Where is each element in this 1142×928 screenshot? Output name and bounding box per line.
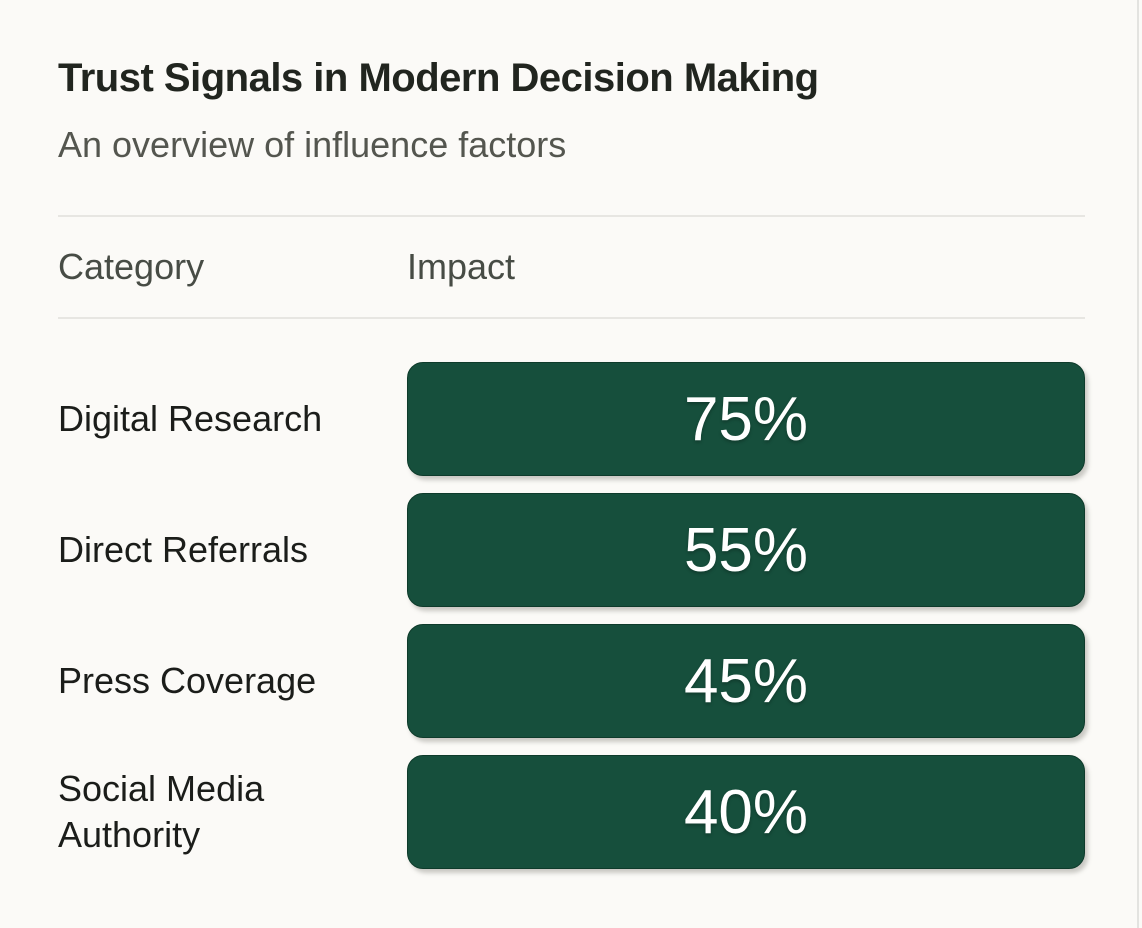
impact-bar: 75%: [407, 362, 1085, 476]
impact-bar: 45%: [407, 624, 1085, 738]
column-header-impact: Impact: [407, 246, 516, 287]
page-subtitle: An overview of influence factors: [58, 124, 567, 165]
table-row: Social Media Authority 40%: [58, 755, 1085, 869]
impact-value: 40%: [683, 777, 809, 847]
impact-bar: 55%: [407, 493, 1085, 607]
table-row: Direct Referrals 55%: [58, 493, 1085, 607]
right-edge-border: [1137, 0, 1139, 928]
content-area: Trust Signals in Modern Decision Making …: [58, 56, 1085, 869]
table-row: Press Coverage 45%: [58, 624, 1085, 738]
table-row: Digital Research 75%: [58, 362, 1085, 476]
table-header-row: Category Impact: [58, 217, 1085, 319]
category-label: Direct Referrals: [58, 529, 309, 570]
category-label: Press Coverage: [58, 660, 317, 701]
impact-value: 55%: [683, 515, 809, 585]
category-label: Social Media Authority: [58, 768, 265, 855]
impact-value: 45%: [683, 646, 809, 716]
column-header-category: Category: [58, 246, 205, 287]
impact-bar: 40%: [407, 755, 1085, 869]
top-divider: [58, 215, 1085, 217]
category-label: Digital Research: [58, 398, 323, 439]
table-body: Digital Research 75% Direct Referrals 55…: [58, 362, 1085, 869]
page-title: Trust Signals in Modern Decision Making: [58, 56, 819, 100]
impact-value: 75%: [683, 384, 809, 454]
